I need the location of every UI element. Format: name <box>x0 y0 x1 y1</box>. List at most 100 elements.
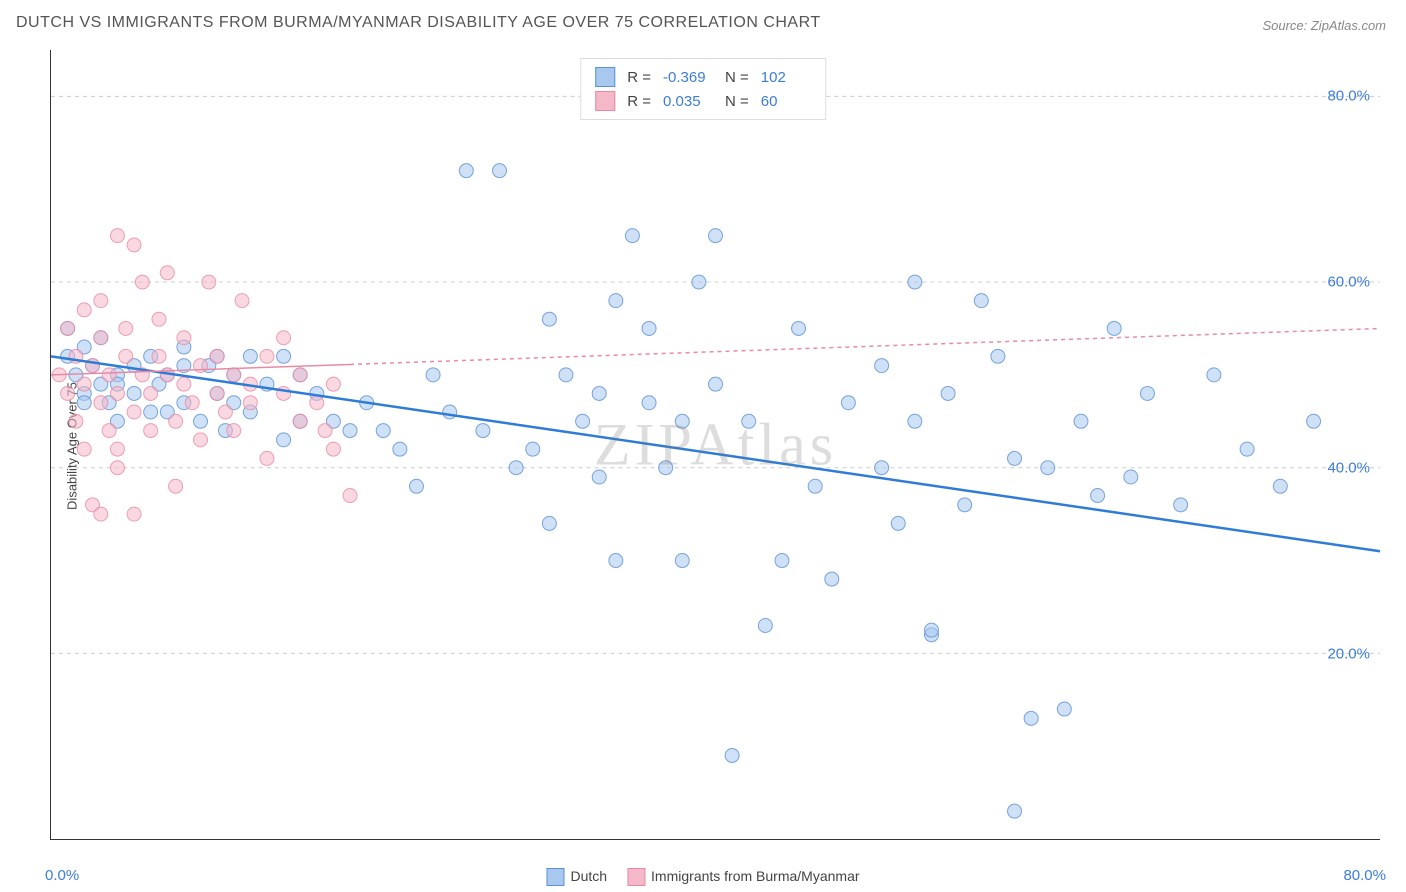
scatter-point <box>426 368 440 382</box>
stat-n-value: 60 <box>761 93 811 110</box>
scatter-point <box>1124 470 1138 484</box>
scatter-point <box>875 461 889 475</box>
scatter-point <box>260 451 274 465</box>
stat-r-value: 0.035 <box>663 93 713 110</box>
legend-swatch <box>595 67 615 87</box>
scatter-point <box>775 554 789 568</box>
scatter-point <box>277 331 291 345</box>
scatter-point <box>202 275 216 289</box>
chart-svg <box>51 50 1380 839</box>
scatter-point <box>493 164 507 178</box>
y-tick-label: 40.0% <box>1327 460 1370 477</box>
scatter-point <box>725 748 739 762</box>
scatter-point <box>144 386 158 400</box>
scatter-point <box>110 442 124 456</box>
scatter-point <box>160 266 174 280</box>
stat-r-label: R = <box>627 93 651 110</box>
bottom-legend: Dutch Immigrants from Burma/Myanmar <box>546 868 859 886</box>
scatter-point <box>110 461 124 475</box>
stat-r-label: R = <box>627 69 651 86</box>
scatter-point <box>293 368 307 382</box>
scatter-point <box>1307 414 1321 428</box>
scatter-point <box>277 349 291 363</box>
scatter-point <box>218 405 232 419</box>
scatter-point <box>210 349 224 363</box>
scatter-point <box>169 414 183 428</box>
scatter-point <box>326 377 340 391</box>
scatter-point <box>194 414 208 428</box>
scatter-point <box>1041 461 1055 475</box>
scatter-point <box>559 368 573 382</box>
scatter-point <box>1140 386 1154 400</box>
scatter-point <box>609 554 623 568</box>
scatter-point <box>908 414 922 428</box>
scatter-point <box>127 405 141 419</box>
scatter-point <box>891 516 905 530</box>
legend-label: Immigrants from Burma/Myanmar <box>651 868 859 884</box>
y-tick-label: 80.0% <box>1327 88 1370 105</box>
stats-row: R = 0.035 N = 60 <box>595 89 811 113</box>
scatter-point <box>1008 804 1022 818</box>
legend-swatch <box>546 868 564 886</box>
scatter-point <box>293 414 307 428</box>
scatter-point <box>260 349 274 363</box>
scatter-point <box>376 424 390 438</box>
scatter-point <box>343 489 357 503</box>
legend-swatch <box>595 91 615 111</box>
scatter-point <box>310 396 324 410</box>
scatter-point <box>326 442 340 456</box>
scatter-point <box>144 405 158 419</box>
scatter-point <box>102 368 116 382</box>
scatter-point <box>974 294 988 308</box>
scatter-point <box>526 442 540 456</box>
scatter-point <box>243 349 257 363</box>
scatter-point <box>908 275 922 289</box>
scatter-point <box>77 396 91 410</box>
scatter-point <box>409 479 423 493</box>
scatter-point <box>343 424 357 438</box>
scatter-point <box>169 479 183 493</box>
scatter-point <box>318 424 332 438</box>
scatter-point <box>127 238 141 252</box>
x-max-label: 80.0% <box>1343 867 1386 884</box>
scatter-point <box>642 396 656 410</box>
scatter-point <box>94 507 108 521</box>
scatter-point <box>941 386 955 400</box>
scatter-point <box>210 386 224 400</box>
scatter-point <box>94 396 108 410</box>
scatter-point <box>119 349 133 363</box>
stats-legend-box: R =-0.369N =102R =0.035N =60 <box>580 58 826 120</box>
scatter-point <box>924 623 938 637</box>
scatter-point <box>77 442 91 456</box>
scatter-point <box>443 405 457 419</box>
scatter-point <box>675 554 689 568</box>
scatter-point <box>476 424 490 438</box>
scatter-point <box>69 414 83 428</box>
scatter-point <box>1074 414 1088 428</box>
scatter-point <box>808 479 822 493</box>
y-tick-label: 20.0% <box>1327 646 1370 663</box>
stat-n-label: N = <box>725 93 749 110</box>
scatter-point <box>94 331 108 345</box>
stat-n-label: N = <box>725 69 749 86</box>
scatter-point <box>675 414 689 428</box>
scatter-point <box>177 377 191 391</box>
scatter-point <box>61 321 75 335</box>
scatter-point <box>77 377 91 391</box>
scatter-point <box>127 507 141 521</box>
scatter-point <box>1107 321 1121 335</box>
scatter-point <box>592 470 606 484</box>
scatter-point <box>119 321 133 335</box>
scatter-point <box>152 312 166 326</box>
scatter-point <box>1057 702 1071 716</box>
scatter-point <box>152 349 166 363</box>
scatter-point <box>1008 451 1022 465</box>
scatter-point <box>625 229 639 243</box>
scatter-point <box>127 386 141 400</box>
legend-label: Dutch <box>570 868 607 884</box>
scatter-point <box>110 229 124 243</box>
scatter-point <box>709 377 723 391</box>
scatter-point <box>509 461 523 475</box>
scatter-point <box>875 359 889 373</box>
scatter-point <box>185 396 199 410</box>
